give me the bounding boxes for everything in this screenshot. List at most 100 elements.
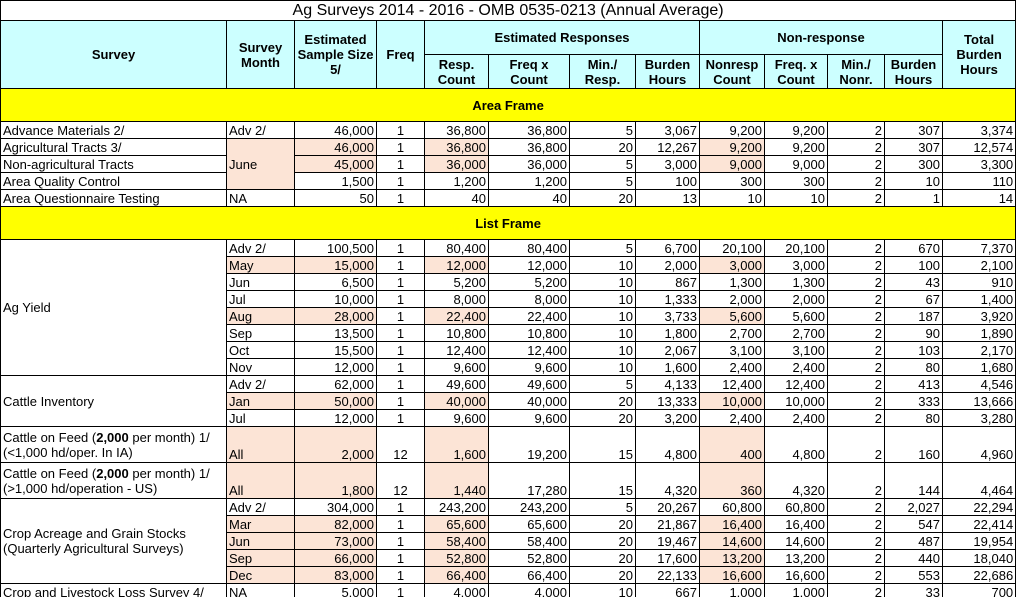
freq-x-count-nr-cell: 20,100 [764,239,828,257]
min-nonr-cell: 2 [827,138,885,156]
burden-hours-nr-cell: 553 [884,566,943,584]
freq-cell: 1 [376,583,425,597]
burden-hours-cell: 4,800 [635,426,700,463]
resp-count-cell: 36,800 [424,121,489,139]
sample-size-cell: 304,000 [294,498,377,516]
sample-size-cell: 100,500 [294,239,377,257]
total-burden-cell: 1,890 [941,324,1017,342]
survey-name-part: Agricultural Tracts 3/ [3,139,122,155]
freq-x-count-nr-cell: 4,800 [764,426,828,463]
survey-month: Jun [226,273,295,291]
nonresp-count-cell: 2,000 [699,290,765,308]
nonresp-count-cell: 13,200 [699,549,765,567]
min-resp-cell: 5 [569,375,636,393]
frame-label: List Frame [0,206,1017,240]
total-burden-cell: 4,546 [941,375,1017,393]
min-resp-cell: 5 [569,172,636,190]
resp-count-cell: 22,400 [424,307,489,325]
header-survey: Survey [0,20,227,89]
burden-hours-cell: 13 [635,189,700,207]
freq-x-count-nr-cell: 60,800 [764,498,828,516]
freq-cell: 1 [376,138,425,156]
nonresp-count-cell: 2,400 [699,358,765,376]
nonresp-count-cell: 60,800 [699,498,765,516]
resp-count-cell: 36,000 [424,155,489,173]
freq-x-count-nr-cell: 1,000 [764,583,828,597]
burden-hours-nr-cell: 43 [884,273,943,291]
min-resp-cell: 20 [569,409,636,427]
freq-cell: 1 [376,172,425,190]
survey-name-part: per month) 1/ (<1,000 hd/oper. In IA) [3,429,210,460]
min-resp-cell: 10 [569,324,636,342]
table-row: Jun 6,500 1 5,200 5,200 10 867 1,300 1,300 2 43 910 [1,273,1017,291]
total-burden-cell: 2,170 [941,341,1017,359]
freq-cell: 1 [376,273,425,291]
survey-month: Jul [226,409,295,427]
burden-hours-nr-cell: 90 [884,324,943,342]
min-nonr-cell: 2 [827,549,885,567]
freq-x-count-nr-cell: 2,400 [764,358,828,376]
header-freq-x-count-nr: Freq. x Count [764,54,828,89]
total-burden-cell: 22,294 [941,498,1017,516]
survey-name: Crop and Livestock Loss Survey 4/ [0,583,227,597]
survey-name-part: 2,000 [96,465,129,481]
sample-size-cell: 15,000 [294,256,377,274]
header-estimated-responses: Estimated Responses [424,20,700,55]
resp-count-cell: 65,600 [424,515,489,533]
burden-hours-nr-cell: 67 [884,290,943,308]
survey-name: Ag Yield [0,239,227,376]
survey-month: Adv 2/ [226,239,295,257]
freq-x-count-nr-cell: 3,000 [764,256,828,274]
table-row: Mar 82,000 1 65,600 65,600 20 21,867 16,400 16,4… [1,515,1017,533]
header-total-burden: Total Burden Hours [941,20,1017,89]
min-nonr-cell: 2 [827,375,885,393]
frame-row: List Frame [0,206,1017,240]
total-burden-cell: 19,954 [941,532,1017,550]
freq-cell: 1 [376,375,425,393]
burden-hours-cell: 4,320 [635,462,700,499]
survey-month: Jan [226,392,295,410]
sample-size-cell: 28,000 [294,307,377,325]
min-resp-cell: 20 [569,138,636,156]
survey-name-part: 2,000 [96,429,129,445]
freq-x-count-cell: 19,200 [488,426,570,463]
burden-hours-cell: 20,267 [635,498,700,516]
burden-hours-cell: 12,267 [635,138,700,156]
total-burden-cell: 4,464 [941,462,1017,499]
freq-x-count-cell: 9,600 [488,358,570,376]
min-nonr-cell: 2 [827,462,885,499]
sample-size-cell: 83,000 [294,566,377,584]
header-sample-size: Estimated Sample Size 5/ [294,20,377,89]
freq-x-count-nr-cell: 3,100 [764,341,828,359]
header-nonresp-count: Nonresp Count [699,54,765,89]
nonresp-count-cell: 10 [699,189,765,207]
survey-month: Oct [226,341,295,359]
min-nonr-cell: 2 [827,515,885,533]
burden-hours-nr-cell: 670 [884,239,943,257]
survey-name: Cattle on Feed (2,000 per month) 1/ (<1,… [0,426,227,463]
min-resp-cell: 20 [569,532,636,550]
min-nonr-cell: 2 [827,121,885,139]
min-nonr-cell: 2 [827,307,885,325]
survey-name-part: Crop and Livestock Loss Survey 4/ [3,584,204,597]
freq-x-count-cell: 66,400 [488,566,570,584]
resp-count-cell: 1,200 [424,172,489,190]
sample-size-cell: 12,000 [294,358,377,376]
survey-name-part: Cattle on Feed ( [3,429,97,445]
min-resp-cell: 5 [569,239,636,257]
sample-size-cell: 66,000 [294,549,377,567]
resp-count-cell: 66,400 [424,566,489,584]
survey-month: June [226,138,295,190]
resp-count-cell: 58,400 [424,532,489,550]
burden-hours-cell: 667 [635,583,700,597]
min-resp-cell: 5 [569,155,636,173]
freq-cell: 1 [376,532,425,550]
survey-name: Cattle Inventory [0,375,227,427]
total-burden-cell: 22,414 [941,515,1017,533]
min-nonr-cell: 2 [827,290,885,308]
freq-x-count-nr-cell: 5,600 [764,307,828,325]
min-resp-cell: 10 [569,583,636,597]
total-burden-cell: 3,920 [941,307,1017,325]
min-resp-cell: 15 [569,462,636,499]
